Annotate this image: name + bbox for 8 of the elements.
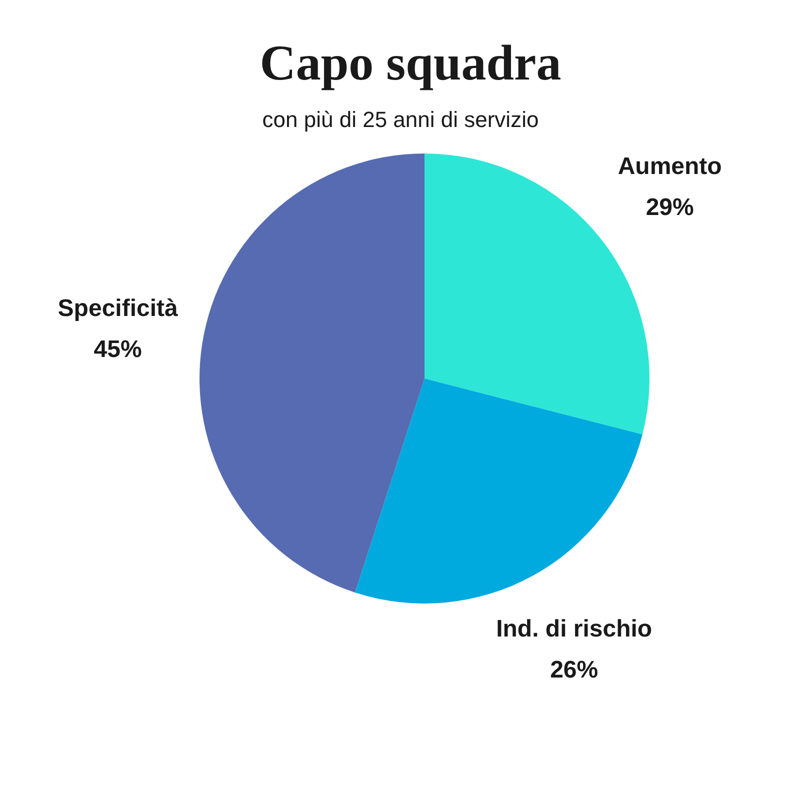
data-label: 45% bbox=[94, 336, 142, 363]
slice-label: Aumento bbox=[618, 153, 722, 180]
chart-subtitle: con più di 25 anni di servizio bbox=[262, 107, 539, 132]
slice-label: Ind. di rischio bbox=[496, 616, 652, 643]
chart-title: Capo squadra bbox=[260, 34, 562, 90]
data-label: 26% bbox=[550, 656, 598, 684]
data-label: 29% bbox=[646, 194, 694, 222]
slice-label: Specificità bbox=[58, 294, 178, 322]
